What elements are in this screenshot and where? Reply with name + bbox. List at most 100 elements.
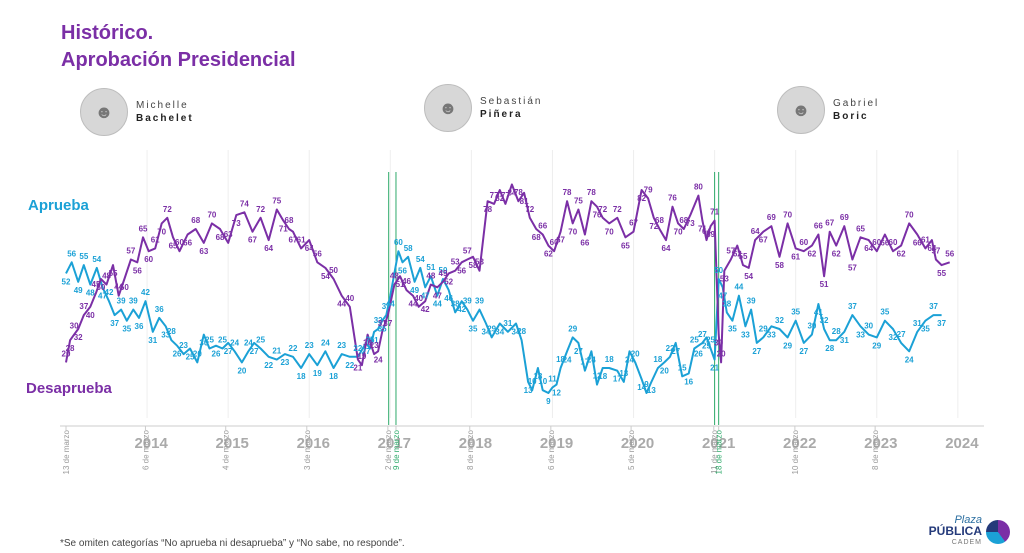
data-label: 44 xyxy=(409,300,418,309)
data-label: 60 xyxy=(799,238,808,247)
data-label: 40 xyxy=(345,294,354,303)
data-label: 53 xyxy=(475,258,484,267)
data-label: 24 xyxy=(230,338,239,347)
data-label: 70 xyxy=(783,210,792,219)
data-label: 26 xyxy=(173,350,182,359)
data-label: 65 xyxy=(856,224,865,233)
date-tick-label: 6 de marzo xyxy=(547,429,556,470)
data-label: 56 xyxy=(133,266,142,275)
series-line xyxy=(65,250,942,394)
data-label: 80 xyxy=(694,183,703,192)
data-label: 27 xyxy=(671,347,680,356)
data-label: 70 xyxy=(157,227,166,236)
year-tick-label: 2021 xyxy=(702,435,735,452)
data-label: 24 xyxy=(587,355,596,364)
data-label: 27 xyxy=(224,347,233,356)
data-label: 52 xyxy=(444,277,453,286)
data-label: 32 xyxy=(775,316,784,325)
data-label: 69 xyxy=(767,213,776,222)
year-tick-label: 2015 xyxy=(216,435,249,452)
data-label: 54 xyxy=(744,272,753,281)
data-label: 15 xyxy=(678,363,687,372)
legend-approve: Aprueba xyxy=(28,197,89,214)
data-label: 20 xyxy=(237,366,246,375)
leader-first-name: Sebastián xyxy=(480,96,543,107)
data-label: 16 xyxy=(684,378,693,387)
data-label: 24 xyxy=(563,355,572,364)
data-label: 25 xyxy=(205,336,214,345)
data-label: 24 xyxy=(625,355,634,364)
portrait-icon: ☻ xyxy=(80,88,128,136)
year-tick-label: 2014 xyxy=(134,435,168,452)
data-label: 23 xyxy=(370,341,379,350)
data-label: 72 xyxy=(598,205,607,214)
data-label: 31 xyxy=(840,336,849,345)
data-label: 44 xyxy=(337,300,346,309)
data-label: 73 xyxy=(232,219,241,228)
data-label: 38 xyxy=(722,299,731,308)
data-label: 64 xyxy=(662,244,671,253)
data-label: 39 xyxy=(475,297,484,306)
data-label: 31 xyxy=(148,336,157,345)
data-label: 55 xyxy=(739,252,748,261)
data-label: 38 xyxy=(451,299,460,308)
data-label: 55 xyxy=(937,269,946,278)
data-label: 18 xyxy=(329,372,338,381)
data-label: 36 xyxy=(155,305,164,314)
data-label: 35 xyxy=(378,325,387,334)
portrait-icon: ☻ xyxy=(424,84,472,132)
data-label: 58 xyxy=(775,261,784,270)
title-line-2: Aprobación Presidencial xyxy=(61,49,296,71)
data-label: 54 xyxy=(416,255,425,264)
data-label: 55 xyxy=(79,252,88,261)
data-label: 51 xyxy=(426,263,435,272)
year-tick-label: 2024 xyxy=(945,435,979,452)
data-label: 66 xyxy=(814,222,823,231)
data-label: 33 xyxy=(856,330,865,339)
data-label: 27 xyxy=(362,347,371,356)
data-label: 42 xyxy=(105,288,114,297)
data-label: 18 xyxy=(598,372,607,381)
data-label: 25 xyxy=(690,336,699,345)
data-label: 20 xyxy=(660,366,669,375)
data-label: 68 xyxy=(532,233,541,242)
data-label: 46 xyxy=(402,277,411,286)
data-label: 65 xyxy=(621,241,630,250)
data-label: 62 xyxy=(832,250,841,259)
data-label: 65 xyxy=(139,224,148,233)
year-tick-label: 2023 xyxy=(864,435,897,452)
data-label: 82 xyxy=(495,194,504,203)
data-label: 64 xyxy=(864,244,873,253)
data-label: 62 xyxy=(544,250,553,259)
data-label: 61 xyxy=(151,235,160,244)
data-label: 30 xyxy=(807,322,816,331)
data-label: 28 xyxy=(66,344,75,353)
data-label: 66 xyxy=(538,222,547,231)
data-label: 47 xyxy=(718,291,727,300)
data-label: 28 xyxy=(832,327,841,336)
data-label: 76 xyxy=(668,194,677,203)
data-label: 58 xyxy=(404,244,413,253)
year-tick-label: 2020 xyxy=(621,435,654,452)
data-label: 79 xyxy=(644,185,653,194)
data-label: 35 xyxy=(880,308,889,317)
date-tick-label: 8 de marzo xyxy=(466,429,475,470)
data-label: 42 xyxy=(421,305,430,314)
data-label: 22 xyxy=(666,344,675,353)
data-label: 48 xyxy=(102,272,111,281)
data-label: 23 xyxy=(337,341,346,350)
data-label: 51 xyxy=(820,280,829,289)
date-tick-label: 6 de marzo xyxy=(141,429,150,470)
data-label: 50 xyxy=(120,283,129,292)
data-label: 49 xyxy=(74,286,83,295)
data-label: 20 xyxy=(193,349,202,358)
data-label: 67 xyxy=(289,236,298,245)
data-label: 20 xyxy=(717,349,726,358)
date-tick-label: 8 de marzo xyxy=(871,429,880,470)
data-label: 13 xyxy=(647,386,656,395)
data-label: 25 xyxy=(256,336,265,345)
data-label: 71 xyxy=(279,225,288,234)
data-label: 35 xyxy=(728,325,737,334)
data-label: 12 xyxy=(593,372,602,381)
